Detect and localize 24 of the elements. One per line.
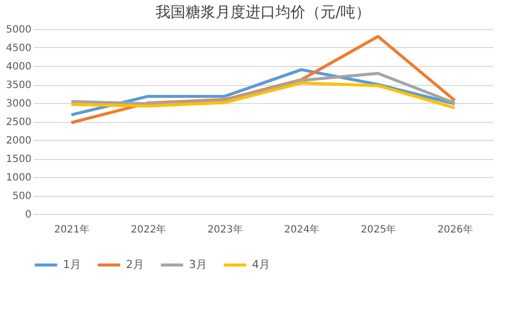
y-tick-label: 500	[12, 191, 32, 202]
x-tick-label: 2022年	[130, 224, 166, 236]
legend-label: 3月	[189, 258, 207, 271]
x-tick-label: 2025年	[360, 224, 396, 236]
y-tick-label: 3500	[6, 80, 32, 91]
legend-label: 4月	[252, 258, 270, 271]
y-tick-label: 4500	[6, 43, 32, 54]
x-tick-label: 2023年	[207, 224, 243, 236]
y-tick-label: 5000	[6, 24, 32, 36]
y-tick-label: 2500	[6, 117, 32, 128]
line-series	[70, 72, 456, 106]
y-tick-label: 1000	[6, 172, 32, 184]
legend-label: 1月	[63, 258, 81, 271]
x-tick-label: 2026年	[437, 224, 473, 236]
y-tick-label: 2000	[6, 136, 32, 146]
x-tick-label: 2021年	[54, 224, 90, 236]
y-tick-label: 3000	[6, 98, 32, 110]
x-tick-label: 2024年	[284, 224, 320, 236]
chart-title: 我国糖浆月度进口均价（元/吨）	[155, 3, 371, 21]
y-tick-label: 1500	[6, 154, 32, 165]
y-tick-label: 0	[25, 210, 32, 220]
y-tick-label: 4000	[6, 62, 32, 72]
line-series	[70, 82, 456, 110]
legend-label: 2月	[126, 258, 144, 271]
